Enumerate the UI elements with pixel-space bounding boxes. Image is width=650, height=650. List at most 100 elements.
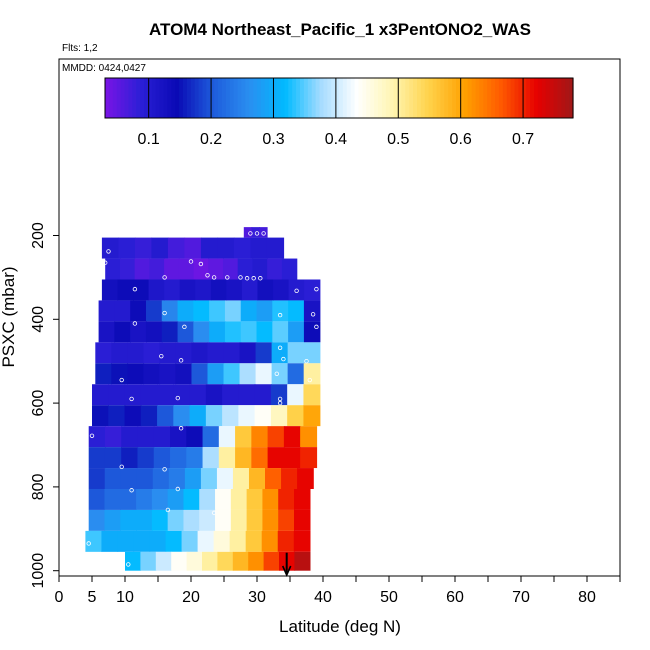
colorbar-swatch (374, 78, 379, 118)
heatmap-cell (124, 384, 142, 406)
colorbar-swatch (105, 78, 110, 118)
heatmap-cell (121, 426, 139, 448)
heatmap-cell (232, 551, 249, 571)
x-axis-label: Latitude (deg N) (279, 617, 401, 636)
colorbar-swatch (144, 78, 149, 118)
colorbar-swatch (237, 78, 243, 118)
colorbar-swatch (253, 78, 258, 118)
heatmap-cell (245, 530, 263, 552)
heatmap-cell (167, 237, 186, 259)
heatmap-cells (85, 227, 321, 571)
heatmap-cell (111, 342, 129, 364)
heatmap-cell (230, 509, 248, 531)
sample-points (86, 231, 319, 567)
colorbar-swatch (475, 78, 480, 118)
heatmap-cell (189, 405, 207, 427)
colorbar-swatch (323, 78, 328, 118)
chart-title: ATOM4 Northeast_Pacific_1 x3PentONO2_WAS (149, 20, 531, 39)
heatmap-cell (88, 509, 106, 531)
colorbar-swatch (514, 78, 519, 118)
sample-point (159, 353, 164, 359)
colorbar-swatch (311, 78, 317, 118)
colorbar-swatch (128, 78, 133, 118)
colorbar-swatch (456, 78, 461, 118)
heatmap-cell (281, 468, 298, 489)
heatmap-cell (223, 342, 241, 364)
colorbar-swatch (557, 78, 562, 118)
colorbar-swatch (479, 78, 484, 118)
heatmap-cell (255, 342, 273, 364)
colorbar-swatch (510, 78, 516, 118)
heatmap-cell (252, 258, 268, 280)
heatmap-cell (267, 447, 285, 469)
colorbar-swatch (136, 78, 141, 118)
heatmap-cell (294, 551, 311, 571)
colorbar-swatch (218, 78, 223, 118)
heatmap-cell (120, 488, 137, 510)
colorbar-swatch (257, 78, 262, 118)
heatmap-cell (108, 384, 126, 406)
colorbar-swatch (537, 78, 543, 118)
colorbar-swatch (222, 78, 227, 118)
heatmap-cell (134, 258, 151, 280)
heatmap-cell (217, 551, 234, 571)
colorbar-swatch (331, 78, 336, 118)
sample-point (119, 377, 124, 383)
sample-point (307, 377, 312, 383)
colorbar-swatch (553, 78, 558, 118)
colorbar-swatch (249, 78, 254, 118)
heatmap-cell (127, 342, 145, 364)
heatmap-cell (145, 321, 163, 343)
heatmap-cell (246, 509, 264, 531)
heatmap-cell (118, 237, 136, 259)
colorbar-swatch (565, 78, 570, 118)
heatmap-cell (153, 426, 171, 448)
heatmap-cell (251, 426, 269, 448)
sample-point (254, 231, 260, 236)
colorbar-swatch (495, 78, 500, 118)
sample-point (188, 259, 194, 264)
sample-point (126, 562, 131, 567)
heatmap-cell (111, 363, 129, 385)
heatmap-cell (262, 509, 279, 531)
plot-frame (58, 58, 621, 577)
heatmap-cell (205, 405, 223, 427)
heatmap-cell (186, 551, 203, 571)
heatmap-cell (210, 279, 228, 301)
heatmap-cell (239, 342, 257, 364)
heatmap-cell (272, 300, 289, 322)
heatmap-cell (233, 237, 252, 259)
heatmap-cell (171, 551, 188, 571)
sample-point (198, 261, 204, 267)
colorbar-swatch (179, 78, 184, 118)
colorbar-swatch (272, 78, 278, 118)
heatmap-cell (251, 447, 269, 469)
heatmap-cell (267, 258, 283, 280)
heatmap-cell (229, 530, 247, 552)
colorbar-frame (104, 77, 574, 119)
colorbar-swatch (264, 78, 270, 118)
heatmap-cell (121, 447, 139, 469)
heatmap-cell (105, 258, 121, 280)
heatmap-cell (167, 509, 185, 531)
heatmap-cell (117, 279, 134, 301)
heatmap-cell (134, 237, 153, 259)
colorbar-swatch (335, 78, 340, 118)
colorbar-swatch (229, 78, 235, 118)
heatmap-cell (183, 509, 200, 531)
colorbar-swatch (413, 78, 418, 118)
heatmap-cell (104, 447, 122, 469)
colorbar-swatch (245, 78, 250, 118)
heatmap-cell (303, 363, 321, 385)
x-tick-label: 80 (578, 589, 596, 606)
colorbar-swatch (155, 78, 161, 118)
colorbar-swatch (405, 78, 410, 118)
heatmap-cell (199, 488, 216, 510)
heatmap-cell (104, 426, 122, 448)
heatmap-cell (193, 300, 210, 322)
heatmap-cell (215, 509, 232, 531)
colorbar-swatch (116, 78, 122, 118)
heatmap-cell (278, 509, 295, 531)
colorbar-swatch (202, 78, 207, 118)
heatmap-cell (248, 551, 265, 571)
